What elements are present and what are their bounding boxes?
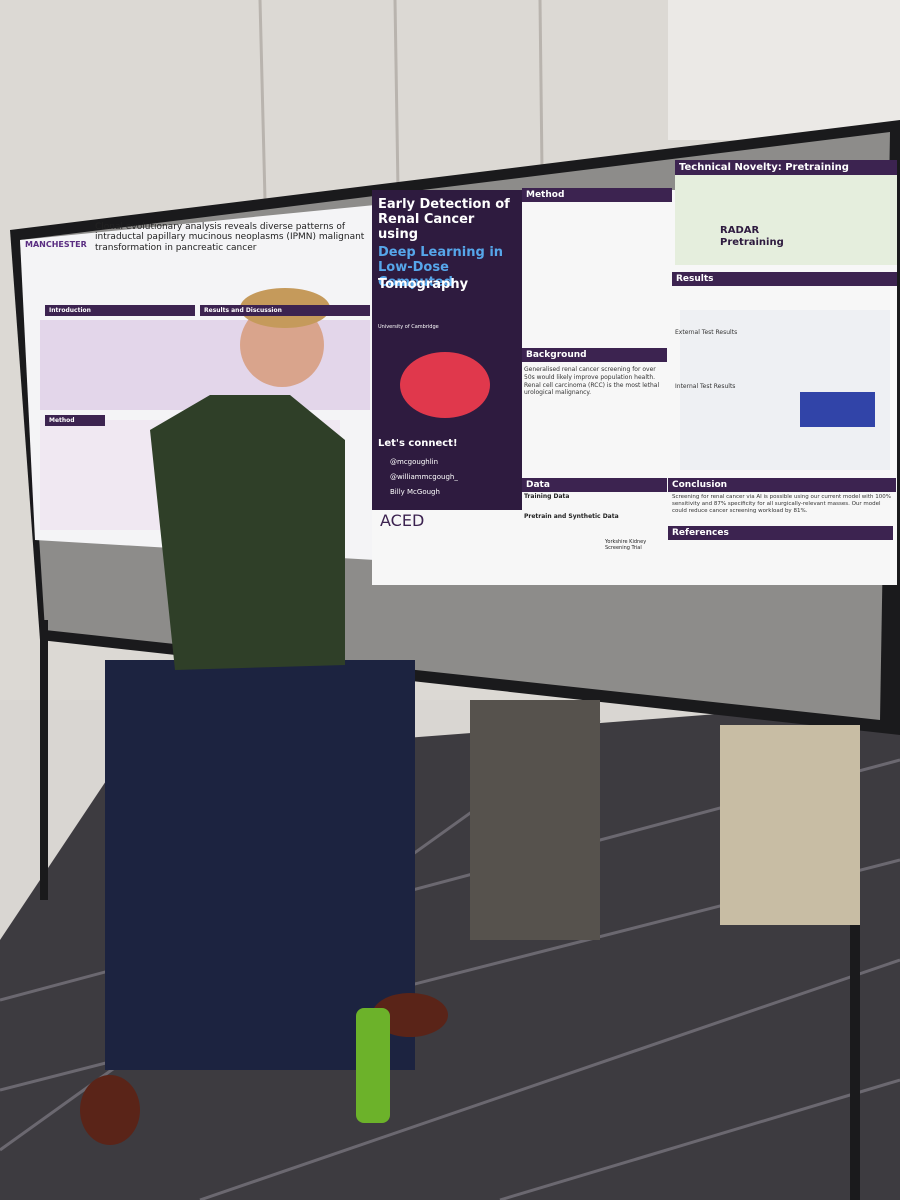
sweater [150,395,345,670]
board-leg [850,720,860,1200]
data-item: Pretrain and Synthetic Data [524,513,619,520]
results-item: Internal Test Results [675,383,736,390]
wall-seam [393,0,400,191]
paragraph: Generalised renal cancer screening for o… [524,366,660,397]
section-header: Data [522,478,667,492]
section-header: Introduction [45,305,195,316]
section-header: Method [45,415,105,426]
section-header: Results [672,272,897,286]
results-charts [680,310,890,470]
wall-seam [538,0,544,171]
section-header: References [668,526,893,540]
title-panel [372,190,522,510]
poster-title: Clonal evolutionary analysis reveals div… [95,222,365,253]
data-item: Training Data [524,493,570,500]
section-header: Results and Discussion [200,305,370,316]
poster-title-highlight: Deep Learning in Low-Dose Computed [378,245,504,290]
handle: Billy McGough [390,488,440,496]
person-background [720,725,860,925]
handle: @mcgoughlin [390,458,439,466]
radar-label: RADAR Pretraining [720,225,784,248]
connect-heading: Let's connect! [378,438,458,449]
handle: @williammcgough_ [390,473,458,481]
poster-title: Early Detection of Renal Cancer using [378,197,510,242]
institution: University of Cambridge [378,324,439,330]
section-header: Background [522,348,667,362]
trousers [105,660,415,1070]
aced-logo: ACED [380,511,425,530]
ceiling [668,0,900,140]
poster-title: Tomography [378,277,469,292]
paragraph: Screening for renal cancer via AI is pos… [672,494,891,515]
results-bar [800,392,875,427]
logo: MANCHESTER [25,240,87,249]
shoe [372,993,448,1037]
kidney-render [400,352,490,418]
radar-panel [675,175,897,265]
water-bottle [356,1008,390,1123]
section-header: Conclusion [668,478,896,492]
section-header: Method [522,188,672,202]
person-background [470,700,600,940]
board-leg [40,620,48,900]
results-item: External Test Results [675,329,738,336]
shoe [80,1075,140,1145]
trial-logo: Yorkshire Kidney Screening Trial [605,539,647,551]
section-header: Technical Novelty: Pretraining [675,160,897,175]
wall-seam [258,0,267,201]
